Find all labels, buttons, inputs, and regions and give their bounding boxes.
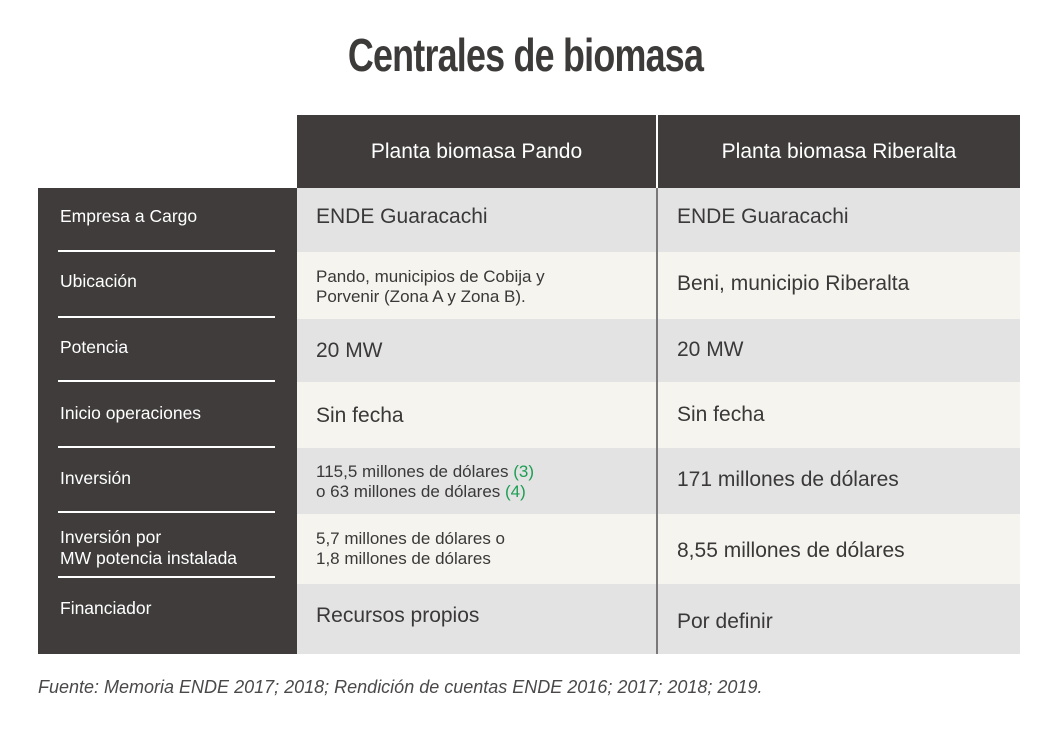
column-header-pando: Planta biomasa Pando	[297, 115, 656, 188]
label-separator	[58, 576, 275, 578]
cell-pando-financiador: Recursos propios	[316, 604, 480, 627]
cell-pando-empresa: ENDE Guaracachi	[316, 205, 488, 228]
label-separator	[58, 380, 275, 382]
cell-pando-ubicacion: Pando, municipios de Cobija y Porvenir (…	[316, 267, 545, 307]
label-separator	[58, 250, 275, 252]
row-label-column: Empresa a Cargo Ubicación Potencia Inici…	[38, 188, 297, 654]
cell-pando-inversion: 115,5 millones de dólares (3) o 63 millo…	[316, 462, 534, 502]
table-row	[297, 448, 1020, 514]
footnote-ref: (3)	[513, 462, 534, 481]
row-label-ubicacion: Ubicación	[60, 271, 137, 291]
label-separator	[58, 446, 275, 448]
cell-text: 115,5 millones de dólares	[316, 462, 509, 481]
row-label-financiador: Financiador	[60, 598, 152, 618]
footnote-ref: (4)	[505, 482, 526, 501]
cell-line: o 63 millones de dólares (4)	[316, 482, 534, 502]
cell-riberalta-inversion-mw: 8,55 millones de dólares	[677, 539, 905, 562]
cell-riberalta-potencia: 20 MW	[677, 338, 744, 361]
cell-line: Pando, municipios de Cobija y	[316, 267, 545, 286]
source-note: Fuente: Memoria ENDE 2017; 2018; Rendici…	[38, 677, 763, 697]
label-separator	[58, 511, 275, 513]
column-header-riberalta: Planta biomasa Riberalta	[658, 115, 1020, 188]
cell-riberalta-inicio: Sin fecha	[677, 403, 765, 426]
cell-pando-potencia: 20 MW	[316, 339, 383, 362]
table-row	[297, 188, 1020, 252]
cell-riberalta-ubicacion: Beni, municipio Riberalta	[677, 272, 910, 295]
table-row	[297, 252, 1020, 319]
cell-line: 1,8 millones de dólares	[316, 549, 491, 568]
row-label-line: Inversión por	[60, 527, 162, 547]
cell-riberalta-financiador: Por definir	[677, 610, 773, 633]
cell-pando-inversion-mw: 5,7 millones de dólares o 1,8 millones d…	[316, 529, 505, 569]
row-label-inversion: Inversión	[60, 468, 132, 488]
cell-pando-inicio: Sin fecha	[316, 404, 404, 427]
table-row	[297, 514, 1020, 584]
header-divider	[656, 115, 658, 188]
row-label-line: MW potencia instalada	[60, 548, 238, 568]
row-label-empresa: Empresa a Cargo	[60, 206, 198, 226]
cell-riberalta-empresa: ENDE Guaracachi	[677, 205, 849, 228]
cell-line: Porvenir (Zona A y Zona B).	[316, 287, 526, 306]
cell-riberalta-inversion: 171 millones de dólares	[677, 468, 899, 491]
column-divider	[656, 188, 658, 654]
table-row	[297, 319, 1020, 382]
cell-text: o 63 millones de dólares	[316, 482, 501, 501]
cell-line: 115,5 millones de dólares (3)	[316, 462, 534, 482]
row-label-inversion-mw: Inversión por MW potencia instalada	[60, 527, 237, 569]
table-row	[297, 584, 1020, 654]
table-row	[297, 382, 1020, 448]
page-title: Centrales de biomasa	[347, 29, 704, 81]
row-label-inicio: Inicio operaciones	[60, 403, 202, 423]
cell-line: 5,7 millones de dólares o	[316, 529, 506, 548]
label-separator	[58, 316, 275, 318]
row-label-potencia: Potencia	[60, 337, 129, 357]
